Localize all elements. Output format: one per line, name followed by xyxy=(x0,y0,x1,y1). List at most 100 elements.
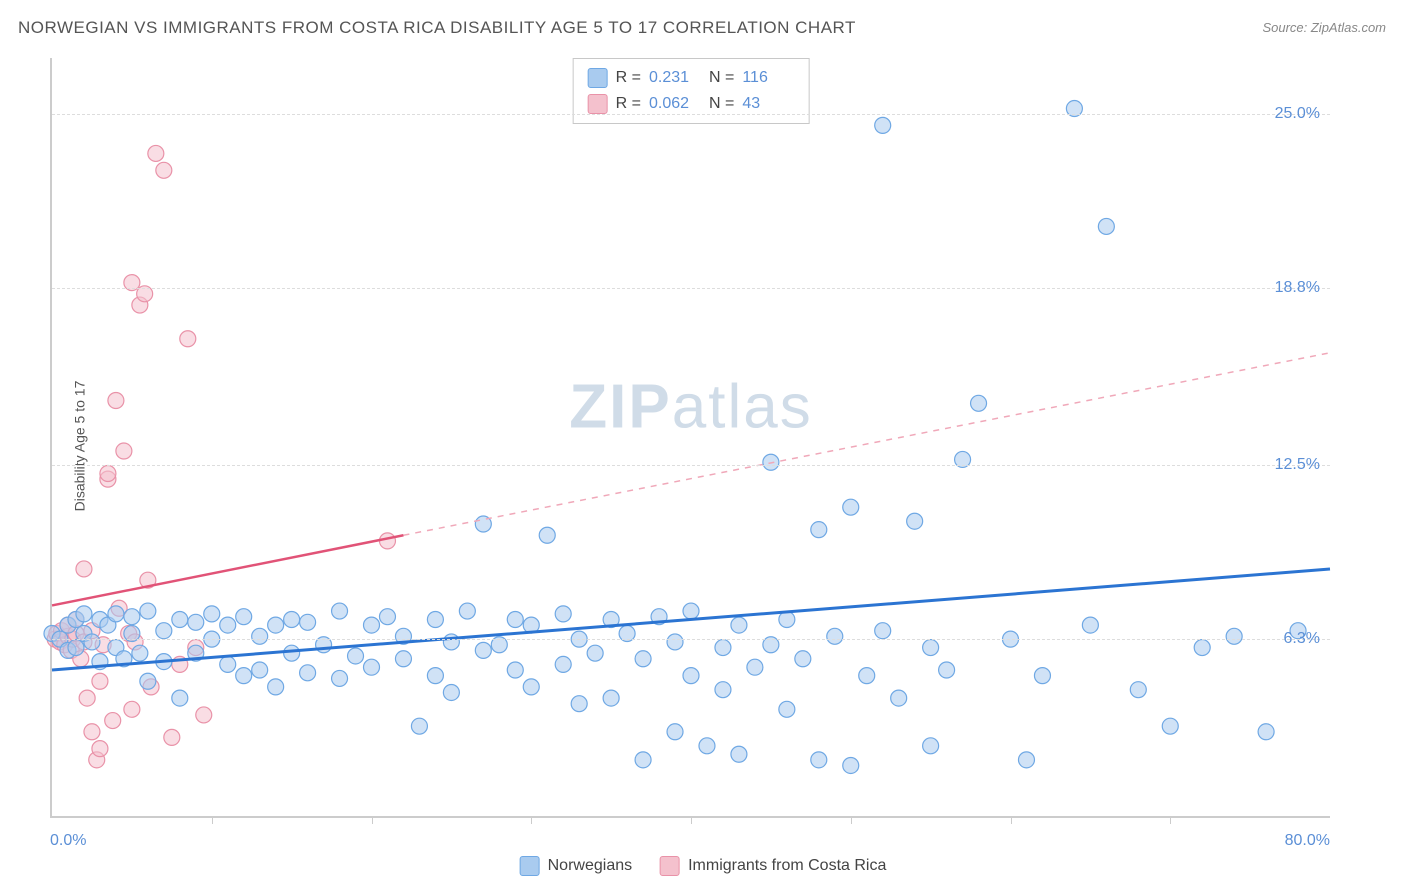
data-point xyxy=(204,606,220,622)
data-point xyxy=(1194,640,1210,656)
data-point xyxy=(667,634,683,650)
data-point xyxy=(443,684,459,700)
data-point xyxy=(411,718,427,734)
data-point xyxy=(172,611,188,627)
data-point xyxy=(379,609,395,625)
data-point xyxy=(68,640,84,656)
gridline xyxy=(52,639,1330,640)
data-point xyxy=(300,665,316,681)
x-axis-min: 0.0% xyxy=(50,832,86,850)
data-point xyxy=(220,617,236,633)
trend-line xyxy=(403,353,1330,535)
data-point xyxy=(443,634,459,650)
data-point xyxy=(172,690,188,706)
data-point xyxy=(1098,218,1114,234)
data-point xyxy=(268,679,284,695)
stats-row-1: R = 0.231 N = 116 xyxy=(588,65,795,91)
data-point xyxy=(79,690,95,706)
r-label: R = xyxy=(616,91,641,117)
data-point xyxy=(427,668,443,684)
data-point xyxy=(268,617,284,633)
n-label: N = xyxy=(709,65,734,91)
data-point xyxy=(603,690,619,706)
swatch-series1 xyxy=(588,68,608,88)
data-point xyxy=(811,522,827,538)
r-value-2: 0.062 xyxy=(649,91,701,117)
data-point xyxy=(555,606,571,622)
legend-label-2: Immigrants from Costa Rica xyxy=(688,857,886,875)
data-point xyxy=(715,682,731,698)
data-point xyxy=(284,611,300,627)
xtick xyxy=(531,816,532,824)
data-point xyxy=(715,640,731,656)
legend-swatch-1 xyxy=(520,856,540,876)
data-point xyxy=(891,690,907,706)
data-point xyxy=(108,606,124,622)
data-point xyxy=(156,623,172,639)
data-point xyxy=(196,707,212,723)
plot-area: ZIPatlas R = 0.231 N = 116 R = 0.062 N =… xyxy=(50,58,1330,818)
data-point xyxy=(1018,752,1034,768)
data-point xyxy=(124,701,140,717)
swatch-series2 xyxy=(588,94,608,114)
trend-line xyxy=(52,535,403,605)
data-point xyxy=(236,609,252,625)
data-point xyxy=(875,623,891,639)
data-point xyxy=(939,662,955,678)
data-point xyxy=(459,603,475,619)
data-point xyxy=(875,117,891,133)
ytick-label: 12.5% xyxy=(1275,456,1320,474)
data-point xyxy=(683,603,699,619)
stats-row-2: R = 0.062 N = 43 xyxy=(588,91,795,117)
data-point xyxy=(731,617,747,633)
data-point xyxy=(1226,628,1242,644)
r-value-1: 0.231 xyxy=(649,65,701,91)
data-point xyxy=(571,696,587,712)
legend-item-1: Norwegians xyxy=(520,856,632,876)
data-point xyxy=(92,673,108,689)
data-point xyxy=(332,603,348,619)
r-label: R = xyxy=(616,65,641,91)
xtick xyxy=(372,816,373,824)
data-point xyxy=(843,499,859,515)
data-point xyxy=(84,634,100,650)
data-point xyxy=(923,640,939,656)
data-point xyxy=(827,628,843,644)
data-point xyxy=(555,656,571,672)
ytick-label: 25.0% xyxy=(1275,105,1320,123)
data-point xyxy=(523,679,539,695)
data-point xyxy=(252,662,268,678)
data-point xyxy=(843,757,859,773)
data-point xyxy=(364,659,380,675)
data-point xyxy=(795,651,811,667)
data-point xyxy=(140,673,156,689)
legend-label-1: Norwegians xyxy=(548,857,632,875)
data-point xyxy=(100,465,116,481)
data-point xyxy=(108,393,124,409)
source-credit: Source: ZipAtlas.com xyxy=(1262,20,1386,35)
chart-svg xyxy=(52,58,1330,816)
gridline xyxy=(52,465,1330,466)
data-point xyxy=(220,656,236,672)
data-point xyxy=(124,609,140,625)
data-point xyxy=(180,331,196,347)
data-point xyxy=(300,614,316,630)
data-point xyxy=(140,603,156,619)
data-point xyxy=(84,724,100,740)
xtick xyxy=(1170,816,1171,824)
data-point xyxy=(188,614,204,630)
data-point xyxy=(907,513,923,529)
xtick xyxy=(851,816,852,824)
x-axis-max: 80.0% xyxy=(1285,832,1330,850)
data-point xyxy=(156,162,172,178)
data-point xyxy=(747,659,763,675)
data-point xyxy=(132,645,148,661)
data-point xyxy=(779,701,795,717)
data-point xyxy=(284,645,300,661)
data-point xyxy=(811,752,827,768)
data-point xyxy=(1034,668,1050,684)
data-point xyxy=(1082,617,1098,633)
data-point xyxy=(427,611,443,627)
data-point xyxy=(635,752,651,768)
data-point xyxy=(667,724,683,740)
